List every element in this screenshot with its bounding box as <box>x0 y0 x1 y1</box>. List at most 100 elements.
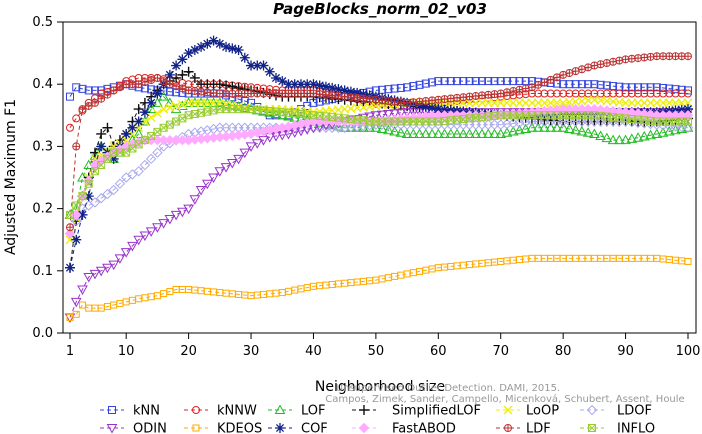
data-point-ldf <box>496 89 505 98</box>
data-point-knn <box>471 77 480 86</box>
x-tick-label: 90 <box>617 344 634 359</box>
data-point-odin <box>195 185 207 196</box>
data-point-lof <box>589 128 600 138</box>
data-point-ldof <box>152 147 163 158</box>
data-point-lof <box>632 132 644 142</box>
data-point-cof <box>277 76 288 87</box>
data-point-odin <box>77 285 88 295</box>
data-point-lof <box>476 128 488 138</box>
data-point-knnw <box>577 89 586 98</box>
legend-label-cof: COF <box>301 422 328 434</box>
data-point-kdeos <box>85 304 93 312</box>
data-point-cof <box>320 81 331 92</box>
data-point-ldof <box>96 193 107 204</box>
x-tick-label: 70 <box>492 344 509 359</box>
x-tick-label: 50 <box>368 344 385 359</box>
y-tick-label: 0.3 <box>32 139 53 154</box>
legend-label-inflo: INFLO <box>617 422 655 434</box>
legend-swatch-marker <box>275 423 285 433</box>
data-point-knnw <box>609 89 618 98</box>
data-point-lof <box>451 128 463 138</box>
data-point-knn <box>490 77 499 86</box>
data-point-lof <box>489 128 500 138</box>
y-tick-label: 0.0 <box>32 326 53 341</box>
data-point-cof <box>196 41 207 52</box>
data-point-ldf <box>509 87 518 96</box>
data-point-ldf <box>97 94 106 103</box>
data-point-odin <box>139 231 151 242</box>
data-point-knnw <box>72 114 81 123</box>
data-point-lof <box>439 128 450 138</box>
data-point-cof <box>183 48 194 59</box>
data-point-cof <box>233 44 244 55</box>
data-point-knn <box>484 77 493 86</box>
data-point-odin <box>401 108 413 118</box>
series-line-loop <box>69 99 688 240</box>
data-point-lof <box>526 122 538 132</box>
data-point-cof <box>339 85 350 96</box>
credit-line-2: Campos, Zimek, Sander, Campello, Micenko… <box>325 393 684 405</box>
data-point-cof <box>146 97 157 108</box>
data-point-odin <box>226 158 238 169</box>
data-point-ldf <box>590 61 599 70</box>
data-point-lof <box>445 128 457 138</box>
data-point-knn <box>90 86 99 95</box>
data-point-kdeos <box>78 301 86 309</box>
data-point-lof <box>457 128 469 138</box>
legend-item-cof: COF <box>268 422 328 434</box>
data-point-loop <box>146 112 156 122</box>
data-point-ldf <box>290 89 299 98</box>
data-point-ldf <box>615 56 624 65</box>
data-point-knn <box>478 77 486 86</box>
data-point-knn <box>72 83 81 92</box>
data-point-cof <box>295 79 306 90</box>
data-point-simplifiedlof <box>221 80 232 91</box>
data-point-knn <box>459 77 468 86</box>
data-point-knn <box>434 77 443 86</box>
data-point-odin <box>102 263 113 274</box>
data-point-ldof <box>114 178 126 189</box>
data-point-inflo <box>66 210 74 219</box>
data-point-ldf <box>72 142 81 151</box>
data-point-odin <box>245 142 257 152</box>
series-line-cof <box>69 40 689 268</box>
data-point-lof <box>645 129 656 140</box>
legend-item-kdeos: KDEOS <box>184 422 262 434</box>
data-point-ldof <box>102 188 113 200</box>
data-point-ldof <box>145 153 157 165</box>
data-point-cof <box>683 104 693 115</box>
data-point-knn <box>453 77 462 86</box>
series-cof <box>65 35 693 273</box>
legend-swatch-marker <box>274 404 286 414</box>
data-point-lof <box>607 134 619 145</box>
data-point-lof <box>601 132 613 143</box>
y-tick-label: 0.1 <box>32 264 53 279</box>
data-point-simplifiedlof <box>177 69 188 80</box>
data-point-knnw <box>640 89 649 98</box>
legend-item-ldof: LDOF <box>580 404 652 419</box>
data-point-knn <box>396 83 405 92</box>
data-point-odin <box>170 210 182 221</box>
y-tick-label: 0.2 <box>32 202 53 217</box>
data-point-lof <box>595 130 606 141</box>
data-point-lof <box>576 125 588 136</box>
credit-line-1: Unsupervised Outlier Detection. DAMI, 20… <box>336 383 560 394</box>
data-point-knnw <box>621 89 630 98</box>
data-point-ldf <box>66 223 75 232</box>
data-point-knn <box>84 86 93 95</box>
data-point-knn <box>502 77 511 86</box>
data-point-lof <box>620 134 631 145</box>
data-point-knnw <box>634 89 643 98</box>
data-point-simplifiedlof <box>96 128 107 139</box>
data-point-ldof <box>139 159 151 171</box>
data-point-knn <box>565 80 574 89</box>
data-point-knnw <box>546 89 555 98</box>
data-point-knn <box>428 78 437 87</box>
data-point-odin <box>258 136 269 146</box>
legend-swatch-marker <box>588 424 596 432</box>
data-point-knn <box>596 80 605 89</box>
data-point-cof <box>108 153 119 164</box>
data-point-cof <box>121 128 132 139</box>
data-point-cof <box>345 86 356 97</box>
data-point-lof <box>613 134 625 145</box>
